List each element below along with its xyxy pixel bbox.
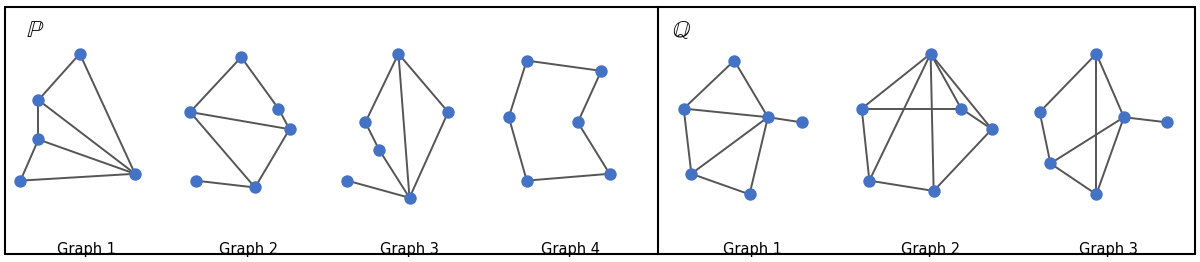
Point (1030, 110, 1049, 114)
Point (389, 52, 408, 56)
Point (438, 110, 457, 114)
Text: $\mathbb{Q}$: $\mathbb{Q}$ (672, 18, 691, 42)
Point (517, 58, 536, 63)
Point (126, 172, 144, 176)
Point (1157, 120, 1176, 124)
Point (952, 107, 971, 111)
Point (400, 196, 419, 200)
Point (269, 107, 288, 111)
Point (740, 192, 760, 196)
Point (725, 58, 744, 63)
Text: Graph 3: Graph 3 (380, 242, 439, 257)
Point (1087, 52, 1106, 56)
Text: $\mathbb{P}$: $\mathbb{P}$ (26, 18, 44, 42)
Text: Graph 1: Graph 1 (58, 242, 116, 257)
Point (180, 110, 199, 114)
Point (499, 115, 518, 119)
Point (517, 178, 536, 183)
Point (569, 120, 588, 124)
Point (1087, 192, 1106, 196)
Point (592, 69, 611, 73)
Point (338, 178, 358, 183)
Text: Graph 2: Graph 2 (901, 242, 960, 257)
Point (758, 115, 778, 119)
Point (983, 127, 1002, 131)
Point (682, 172, 701, 176)
Text: Graph 4: Graph 4 (541, 242, 600, 257)
Text: Graph 2: Graph 2 (218, 242, 277, 257)
Point (1115, 115, 1134, 119)
Point (1040, 161, 1060, 166)
Text: Graph 1: Graph 1 (724, 242, 782, 257)
Text: Graph 3: Graph 3 (1079, 242, 1138, 257)
Point (859, 178, 878, 183)
Point (280, 127, 299, 131)
Point (186, 178, 205, 183)
Point (922, 52, 941, 56)
Point (852, 107, 871, 111)
Point (71, 52, 90, 56)
Point (232, 55, 251, 59)
Point (600, 172, 619, 176)
Point (29, 98, 48, 102)
Point (29, 137, 48, 141)
Point (792, 120, 811, 124)
Point (11, 178, 30, 183)
Point (246, 185, 265, 190)
Point (355, 120, 374, 124)
Point (674, 107, 694, 111)
Point (370, 148, 389, 152)
Point (924, 189, 943, 193)
